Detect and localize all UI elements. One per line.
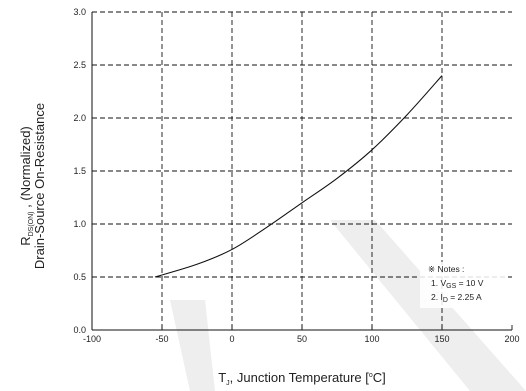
- notes-box: ※ Notes : 1. VGS = 10 V 2. ID = 2.25 A: [420, 262, 506, 308]
- x-tick-label: 50: [297, 334, 307, 344]
- y-axis-label: RDS(ON) , (Normalized) Drain-Source On-R…: [18, 103, 47, 269]
- y-tick-label: 0.0: [73, 325, 86, 335]
- xlabel-end: C]: [373, 370, 386, 385]
- y-tick-label: 0.5: [73, 272, 86, 282]
- xlabel-t-sub: J: [226, 380, 230, 387]
- x-tick-label: 150: [434, 334, 449, 344]
- ylabel-line2: Drain-Source On-Resistance: [32, 103, 47, 269]
- ylabel-normalized: , (Normalized): [18, 126, 33, 211]
- svg-text:RDS(ON) , (Normalized): RDS(ON) , (Normalized): [18, 126, 35, 246]
- x-tick-label: 100: [364, 334, 379, 344]
- notes-line2: 2. ID = 2.25 A: [431, 292, 482, 304]
- x-tick-label: -50: [155, 334, 168, 344]
- ylabel-r-sub: DS(ON): [28, 211, 35, 236]
- y-tick-label: 1.0: [73, 219, 86, 229]
- notes-line1: 1. VGS = 10 V: [431, 278, 484, 290]
- xlabel-t: T: [218, 370, 226, 385]
- x-tick-labels: -100 -50 0 50 100 150 200: [83, 334, 520, 344]
- xlabel-rest: , Junction Temperature [: [230, 370, 370, 385]
- y-tick-label: 3.0: [73, 7, 86, 17]
- y-tick-label: 2.5: [73, 60, 86, 70]
- x-tick-label: 0: [229, 334, 234, 344]
- xlabel-degree: o: [369, 372, 373, 379]
- x-tick-label: -100: [83, 334, 101, 344]
- y-tick-labels: 0.0 0.5 1.0 1.5 2.0 2.5 3.0: [73, 7, 86, 335]
- notes-heading: ※ Notes :: [428, 264, 464, 274]
- watermark-band: [170, 300, 215, 391]
- x-axis-label: TJ, Junction Temperature [oC]: [218, 370, 386, 387]
- axes: [91, 11, 513, 331]
- y-tick-label: 1.5: [73, 166, 86, 176]
- ylabel-r: R: [18, 236, 33, 245]
- x-tick-label: 200: [504, 334, 519, 344]
- y-tick-label: 2.0: [73, 113, 86, 123]
- series-line: [154, 75, 443, 278]
